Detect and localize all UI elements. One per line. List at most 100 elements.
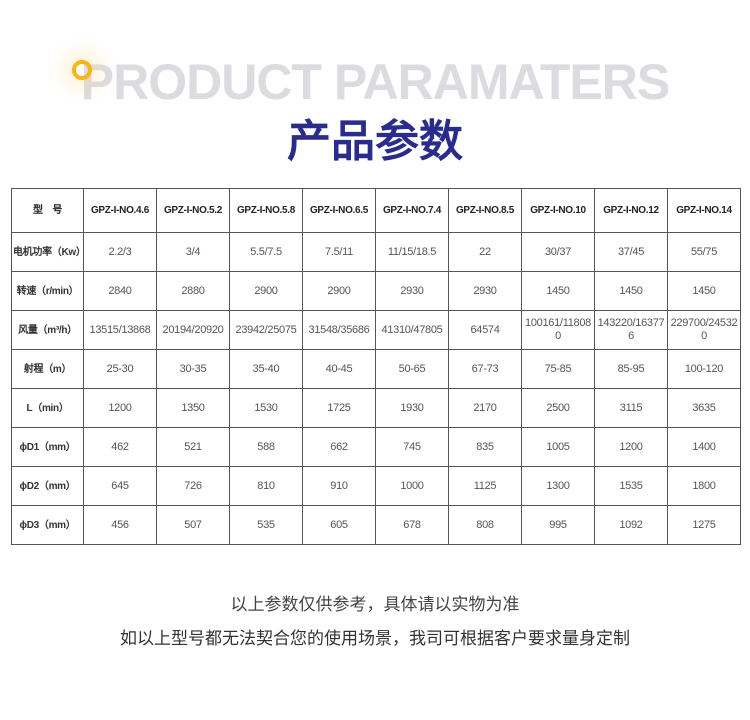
- table-cell: 726: [156, 466, 230, 506]
- table-cell: 30-35: [156, 349, 230, 389]
- table-cell: 67-73: [448, 349, 522, 389]
- table-cell: 995: [521, 505, 595, 545]
- table-cell: 2170: [448, 388, 522, 428]
- column-header: GPZ-I-NO.6.5: [302, 188, 376, 233]
- table-cell: 11/15/18.5: [375, 232, 449, 272]
- table-cell: 64574: [448, 310, 522, 350]
- table-cell: 1930: [375, 388, 449, 428]
- table-cell: 2900: [229, 271, 303, 311]
- table-cell: 55/75: [667, 232, 741, 272]
- table-cell: 41310/47805: [375, 310, 449, 350]
- table-cell: 2840: [83, 271, 157, 311]
- table-cell: 462: [83, 427, 157, 467]
- table-row: 射程（m） 25-30 30-35 35-40 40-45 50-65 67-73 75-85…: [11, 349, 741, 389]
- page-title: 产品参数: [287, 116, 463, 167]
- table-cell: 662: [302, 427, 376, 467]
- table-row: ϕD1（mm） 462 521 588 662 745 835 1005 1200 1400: [11, 427, 741, 467]
- table-cell: 1275: [667, 505, 741, 545]
- column-header: GPZ-I-NO.5.2: [156, 188, 230, 233]
- table-cell: 20194/20920: [156, 310, 230, 350]
- table-cell: 1200: [83, 388, 157, 428]
- note-customization: 如以上型号都无法契合您的使用场景，我司可根据客户要求量身定制: [120, 629, 630, 649]
- row-label: 型 号: [11, 188, 84, 233]
- table-cell: 2.2/3: [83, 232, 157, 272]
- table-row: 转速（r/min） 2840 2880 2900 2900 2930 2930 1450 145…: [11, 271, 741, 311]
- table-cell: 23942/25075: [229, 310, 303, 350]
- table-cell: 25-30: [83, 349, 157, 389]
- row-label: 射程（m）: [11, 349, 84, 389]
- table-cell: 2500: [521, 388, 595, 428]
- table-cell: 808: [448, 505, 522, 545]
- table-cell: 40-45: [302, 349, 376, 389]
- table-cell: 1535: [594, 466, 668, 506]
- table-cell: 1000: [375, 466, 449, 506]
- table-cell: 1450: [667, 271, 741, 311]
- table-cell: 5.5/7.5: [229, 232, 303, 272]
- table-cell: 1450: [521, 271, 595, 311]
- table-row: L（min） 1200 1350 1530 1725 1930 2170 2500 3115 36…: [11, 388, 741, 428]
- table-cell: 100-120: [667, 349, 741, 389]
- table-cell: 810: [229, 466, 303, 506]
- table-cell: 535: [229, 505, 303, 545]
- table-cell: 645: [83, 466, 157, 506]
- table-cell: 143220/163776: [594, 310, 668, 350]
- parameters-table: 型 号 GPZ-I-NO.4.6 GPZ-I-NO.5.2 GPZ-I-NO.5.8 G…: [11, 188, 741, 545]
- table-cell: 1800: [667, 466, 741, 506]
- table-cell: 7.5/11: [302, 232, 376, 272]
- table-cell: 30/37: [521, 232, 595, 272]
- table-row: 电机功率（Kw） 2.2/3 3/4 5.5/7.5 7.5/11 11/15/18.5 2…: [11, 232, 741, 272]
- table-row: 风量（m³/h） 13515/13868 20194/20920 23942/2507…: [11, 310, 741, 350]
- table-cell: 2930: [375, 271, 449, 311]
- row-label: L（min）: [11, 388, 84, 428]
- table-cell: 3115: [594, 388, 668, 428]
- table-cell: 229700/245320: [667, 310, 741, 350]
- table-cell: 835: [448, 427, 522, 467]
- table-cell: 3635: [667, 388, 741, 428]
- column-header: GPZ-I-NO.10: [521, 188, 595, 233]
- note-reference: 以上参数仅供参考，具体请以实物为准: [230, 595, 520, 615]
- column-header: GPZ-I-NO.12: [594, 188, 668, 233]
- table-cell: 605: [302, 505, 376, 545]
- table-cell: 13515/13868: [83, 310, 157, 350]
- row-label: 风量（m³/h）: [11, 310, 84, 350]
- table-cell: 2930: [448, 271, 522, 311]
- table-cell: 507: [156, 505, 230, 545]
- table-row: ϕD3（mm） 456 507 535 605 678 808 995 1092 1275: [11, 505, 741, 545]
- table-header-row: 型 号 GPZ-I-NO.4.6 GPZ-I-NO.5.2 GPZ-I-NO.5.8 G…: [11, 188, 741, 233]
- table-cell: 85-95: [594, 349, 668, 389]
- row-label: 转速（r/min）: [11, 271, 84, 311]
- row-label: 电机功率（Kw）: [11, 232, 86, 272]
- table-cell: 3/4: [156, 232, 230, 272]
- row-label: ϕD1（mm）: [11, 427, 84, 467]
- table-cell: 1450: [594, 271, 668, 311]
- table-cell: 37/45: [594, 232, 668, 272]
- table-row: ϕD2（mm） 645 726 810 910 1000 1125 1300 1535 1800: [11, 466, 741, 506]
- table-cell: 1530: [229, 388, 303, 428]
- table-cell: 678: [375, 505, 449, 545]
- table-cell: 1400: [667, 427, 741, 467]
- table-cell: 75-85: [521, 349, 595, 389]
- table-cell: 521: [156, 427, 230, 467]
- table-cell: 31548/35686: [302, 310, 376, 350]
- table-cell: 2900: [302, 271, 376, 311]
- table-cell: 2880: [156, 271, 230, 311]
- table-cell: 1125: [448, 466, 522, 506]
- ring-icon: [72, 60, 92, 80]
- table-cell: 50-65: [375, 349, 449, 389]
- table-cell: 1005: [521, 427, 595, 467]
- table-cell: 100161/118080: [521, 310, 595, 350]
- table-cell: 22: [448, 232, 522, 272]
- table-cell: 1300: [521, 466, 595, 506]
- background-english-title: PRODUCT PARAMATERS: [80, 54, 670, 110]
- column-header: GPZ-I-NO.8.5: [448, 188, 522, 233]
- row-label: ϕD2（mm）: [11, 466, 84, 506]
- table-cell: 456: [83, 505, 157, 545]
- table-cell: 745: [375, 427, 449, 467]
- table-cell: 588: [229, 427, 303, 467]
- table-cell: 910: [302, 466, 376, 506]
- table-cell: 1200: [594, 427, 668, 467]
- table-cell: 1350: [156, 388, 230, 428]
- table-cell: 35-40: [229, 349, 303, 389]
- column-header: GPZ-I-NO.5.8: [229, 188, 303, 233]
- column-header: GPZ-I-NO.4.6: [83, 188, 157, 233]
